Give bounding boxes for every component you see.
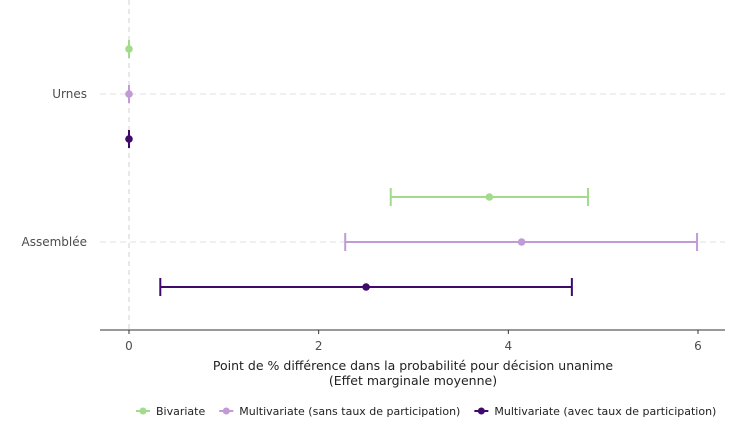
x-tick-label-3: 6 bbox=[694, 339, 702, 353]
x-tick-label-2: 4 bbox=[505, 339, 513, 353]
point-series-2-0 bbox=[125, 135, 133, 143]
legend-swatch-point-1 bbox=[222, 407, 230, 415]
axis-layer bbox=[100, 329, 725, 334]
point-series-0-1 bbox=[485, 193, 494, 201]
x-axis-subtitle: (Effet marginale moyenne) bbox=[329, 373, 497, 388]
point-series-2-1 bbox=[362, 283, 370, 291]
point-series-0-0 bbox=[125, 45, 133, 53]
marks-layer bbox=[125, 40, 699, 296]
point-series-1-0 bbox=[125, 90, 133, 98]
y-tick-label-1: Assemblée bbox=[21, 235, 87, 249]
legend-label-1: Multivariate (sans taux de participation… bbox=[239, 405, 460, 418]
labels-layer: 0 2 4 6 Urnes Assemblée Point de % différence … bbox=[21, 87, 701, 388]
legend-label-0: Bivariate bbox=[156, 405, 205, 418]
x-tick-label-0: 0 bbox=[125, 339, 133, 353]
legend-item-1: Multivariate (sans taux de participation… bbox=[219, 405, 460, 418]
y-tick-label-0: Urnes bbox=[52, 87, 87, 101]
legend-item-0: Bivariate bbox=[136, 405, 205, 418]
legend-swatch-point-0 bbox=[139, 407, 147, 415]
x-axis-title: Point de % différence dans la probabilit… bbox=[213, 358, 613, 373]
point-series-1-1 bbox=[517, 238, 526, 246]
x-tick-label-1: 2 bbox=[315, 339, 323, 353]
legend: Bivariate Multivariate (sans taux de part… bbox=[136, 405, 716, 418]
legend-swatch-point-2 bbox=[477, 407, 485, 415]
legend-item-2: Multivariate (avec taux de participation… bbox=[474, 405, 716, 418]
legend-label-2: Multivariate (avec taux de participation… bbox=[494, 405, 716, 418]
grid-layer bbox=[100, 0, 725, 330]
